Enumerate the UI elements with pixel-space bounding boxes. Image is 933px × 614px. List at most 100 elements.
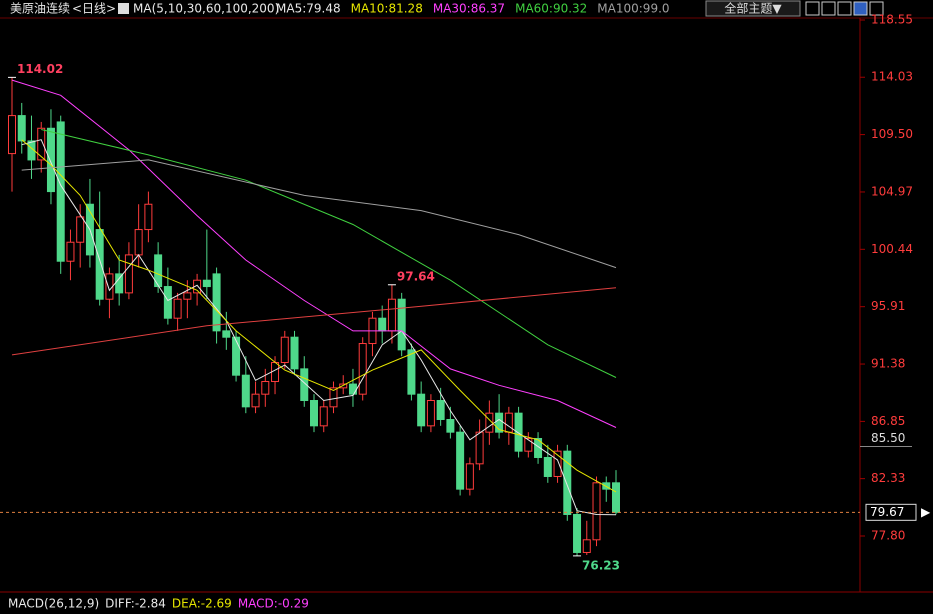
- icon[interactable]: [118, 3, 129, 14]
- candle-body: [290, 336, 299, 370]
- candle-body: [183, 292, 192, 300]
- candle-body: [397, 298, 406, 351]
- candle-body: [495, 412, 504, 433]
- macd-label: MACD:-0.29: [238, 597, 309, 611]
- candle-body: [144, 203, 153, 231]
- candle-body: [124, 254, 133, 294]
- ma-line: [11, 79, 617, 428]
- ma-value: MA100:99.0: [597, 2, 669, 16]
- price-label: 79.67: [870, 505, 904, 519]
- candle-body: [446, 419, 455, 433]
- y-tick-label: 77.80: [871, 529, 905, 543]
- candle-body: [193, 279, 202, 294]
- y-tick-label: 109.50: [871, 127, 913, 141]
- candle-body: [524, 437, 533, 452]
- theme-label: 全部主题▼: [724, 1, 782, 16]
- candle-body: [339, 383, 348, 389]
- candle-body: [261, 381, 270, 395]
- candle-body: [534, 437, 543, 458]
- period: <日线>: [72, 2, 116, 16]
- y-tick-label: 82.33: [871, 471, 905, 485]
- candle-body: [56, 121, 65, 262]
- candle-body: [612, 482, 620, 513]
- ma-line: [21, 139, 617, 516]
- candle-body: [95, 229, 104, 300]
- candle-body: [573, 513, 582, 553]
- ma-value: MA10:81.28: [351, 2, 423, 16]
- candle-body: [212, 273, 221, 332]
- candle-body: [8, 115, 16, 155]
- candle-body: [378, 317, 387, 332]
- candle-body: [280, 336, 289, 364]
- tool-icon[interactable]: [805, 1, 820, 16]
- tool-icon[interactable]: [869, 1, 884, 16]
- candle-body: [115, 273, 124, 294]
- candle-body: [46, 127, 55, 193]
- candle-body: [387, 298, 396, 332]
- ma-line: [41, 129, 617, 378]
- y-tick-label: 118.55: [871, 13, 913, 27]
- candle-body: [241, 374, 250, 408]
- candle-body: [202, 279, 211, 288]
- candle-body: [348, 383, 357, 395]
- candle-body: [504, 412, 513, 433]
- extreme-label: 114.02: [17, 62, 63, 76]
- extreme-label: 97.64: [397, 269, 435, 283]
- candle-body: [300, 368, 309, 402]
- candle-body: [465, 463, 474, 490]
- candle-body: [310, 400, 318, 427]
- toolbar: [805, 1, 884, 16]
- macd-label: MACD(26,12,9): [8, 597, 99, 611]
- candle-body: [232, 336, 241, 376]
- y-tick-label: 104.97: [871, 184, 913, 198]
- candle-body: [563, 450, 572, 515]
- y-tick-label: 86.85: [871, 414, 905, 428]
- tool-icon[interactable]: [837, 1, 852, 16]
- ma-line: [21, 139, 617, 493]
- candle-body: [417, 393, 426, 427]
- symbol: 美原油连续: [10, 1, 70, 16]
- candle-body: [553, 450, 562, 477]
- theme-button[interactable]: [705, 0, 801, 17]
- ma-value: MA60:90.32: [515, 2, 587, 16]
- y-tick-label: 95.91: [871, 299, 905, 313]
- macd-label: DIFF:-2.84: [105, 597, 166, 611]
- candle-body: [582, 539, 591, 553]
- macd-label: DEA:-2.69: [172, 597, 232, 611]
- candle-body: [173, 298, 182, 319]
- ma-line: [11, 287, 617, 356]
- candle-body: [319, 406, 328, 427]
- candle-body: [456, 431, 465, 490]
- candle-body: [76, 216, 85, 243]
- candle-body: [134, 229, 143, 256]
- candle-body: [251, 393, 260, 408]
- marked-price-label: 85.50: [871, 431, 905, 445]
- candle-body: [37, 127, 46, 161]
- candle-body: [154, 254, 163, 288]
- ma-value: MA5:79.48: [276, 2, 341, 16]
- ma-params: MA(5,10,30,60,100,200): [133, 2, 279, 16]
- y-tick-label: 91.38: [871, 357, 905, 371]
- ma-line: [21, 159, 617, 269]
- price-arrow: ▶: [921, 505, 931, 519]
- candle-body: [426, 400, 435, 427]
- plot: [8, 77, 620, 556]
- y-tick-label: 100.44: [871, 242, 913, 256]
- tool-icon[interactable]: [821, 1, 836, 16]
- candle-body: [163, 286, 172, 319]
- candle-body: [543, 456, 552, 477]
- candle-body: [271, 362, 280, 383]
- candle-body: [592, 482, 601, 541]
- price-box: [865, 503, 917, 521]
- candle-body: [436, 400, 445, 421]
- candle-body: [222, 330, 231, 338]
- tool-icon[interactable]: [853, 1, 868, 16]
- ma-value: MA30:86.37: [433, 2, 505, 16]
- extreme-label: 76.23: [582, 558, 620, 572]
- candle-body: [407, 349, 416, 395]
- candle-body: [17, 115, 26, 142]
- candle-body: [27, 140, 36, 161]
- y-tick-label: 114.03: [871, 70, 913, 84]
